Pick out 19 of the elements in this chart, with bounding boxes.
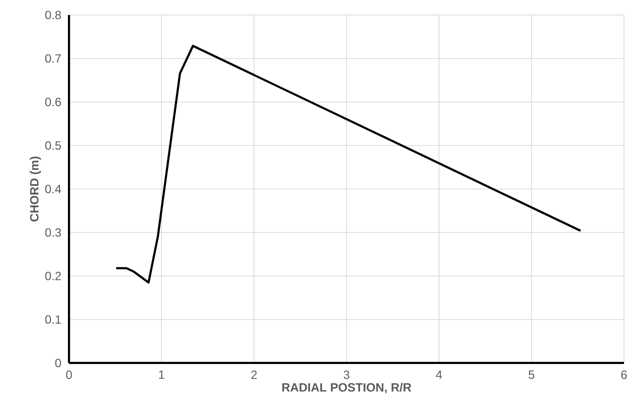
x-tick-label: 1 — [159, 370, 164, 379]
line-series — [115, 44, 582, 284]
x-tick-label: 6 — [621, 370, 627, 380]
x-tick-label: 5 — [528, 370, 534, 379]
x-tick-label: 2 — [251, 370, 257, 379]
y-tick-label: 0.6 — [45, 98, 61, 106]
y-tick-label: 0 — [55, 358, 61, 368]
x-tick-label: 0 — [66, 370, 72, 380]
y-tick-label: 0.7 — [45, 54, 61, 63]
y-tick-label: 0.3 — [45, 228, 61, 237]
y-tick-label: 0.1 — [45, 315, 61, 324]
y-tick-label: 0.4 — [45, 184, 62, 194]
y-tick-label: 0.2 — [45, 272, 61, 280]
y-tick-label: 0.5 — [45, 141, 61, 150]
x-tick-label: 3 — [344, 370, 350, 380]
x-axis-title: RADIAL POSTION, R/R — [282, 382, 412, 394]
x-tick-label: 4 — [436, 370, 442, 379]
y-axis-title: CHORD (m) — [30, 156, 41, 222]
y-tick-label: 0.8 — [45, 10, 61, 20]
